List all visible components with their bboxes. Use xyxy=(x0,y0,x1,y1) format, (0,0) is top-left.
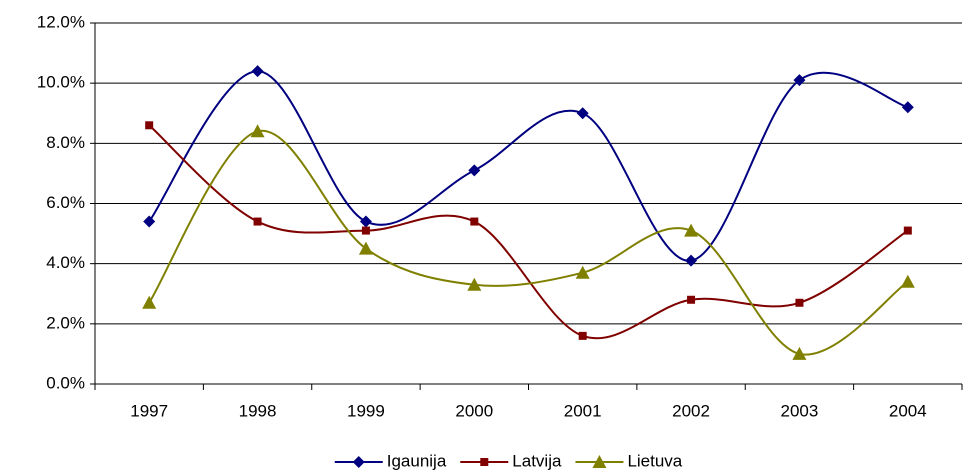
marker xyxy=(685,254,698,267)
x-tick-label: 2002 xyxy=(672,401,710,420)
marker xyxy=(576,107,589,120)
y-tick-label: 12.0% xyxy=(37,12,85,31)
marker xyxy=(578,331,587,340)
marker xyxy=(684,223,699,237)
marker xyxy=(901,101,914,114)
legend-label: Igaunija xyxy=(387,451,447,470)
y-tick-label: 2.0% xyxy=(46,313,85,332)
marker xyxy=(358,241,373,255)
x-tick-label: 2001 xyxy=(564,401,602,420)
marker xyxy=(250,124,265,138)
marker xyxy=(467,277,482,291)
marker xyxy=(792,346,807,360)
y-tick-label: 10.0% xyxy=(37,73,85,92)
marker xyxy=(251,65,264,78)
legend-label: Lietuva xyxy=(627,451,682,470)
marker xyxy=(359,215,372,228)
marker xyxy=(480,458,489,466)
marker xyxy=(142,295,157,309)
marker xyxy=(352,456,365,468)
x-tick-label: 1997 xyxy=(130,401,168,420)
marker xyxy=(253,217,262,226)
marker xyxy=(143,215,156,228)
marker xyxy=(470,217,479,226)
marker xyxy=(793,74,806,87)
series-line xyxy=(148,124,909,340)
marker xyxy=(468,164,481,177)
y-tick-label: 8.0% xyxy=(46,133,85,152)
marker xyxy=(795,298,804,307)
x-tick-label: 1999 xyxy=(347,401,385,420)
marker xyxy=(361,226,370,235)
marker xyxy=(145,121,154,130)
x-tick-label: 2000 xyxy=(455,401,493,420)
x-tick-label: 2004 xyxy=(889,401,927,420)
series-line xyxy=(148,70,909,262)
y-tick-label: 4.0% xyxy=(46,253,85,272)
marker xyxy=(687,295,696,304)
x-tick-label: 1998 xyxy=(239,401,277,420)
legend-label: Latvija xyxy=(512,451,562,470)
y-tick-label: 0.0% xyxy=(46,373,85,392)
marker xyxy=(903,226,912,235)
y-tick-label: 6.0% xyxy=(46,193,85,212)
series-line xyxy=(148,129,909,356)
marker xyxy=(575,265,590,279)
legend: Igaunija Latvija Lietuva xyxy=(334,451,683,470)
x-tick-label: 2003 xyxy=(781,401,819,420)
marker xyxy=(900,274,915,288)
marker xyxy=(592,455,607,468)
